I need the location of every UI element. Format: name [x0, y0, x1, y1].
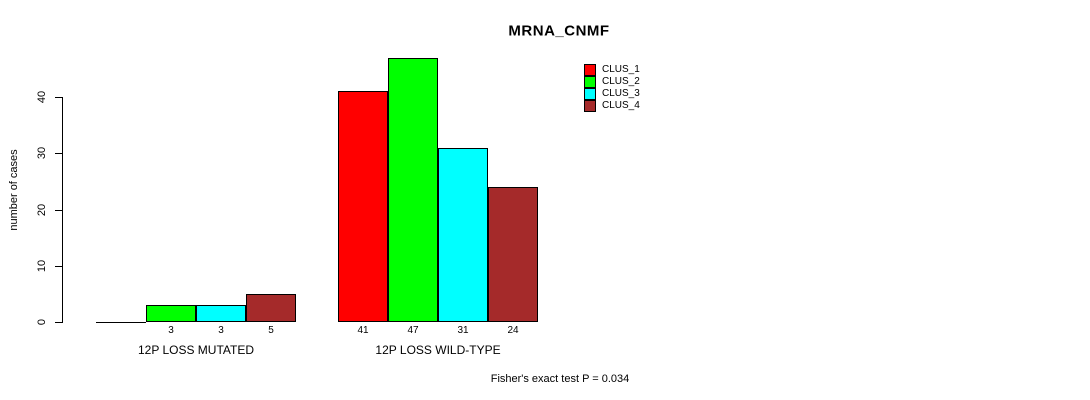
- bar-value-label: 3: [218, 325, 224, 336]
- bar-clus_4-group2: [488, 187, 538, 322]
- bar-value-label: 5: [268, 325, 274, 336]
- y-tick-20: [55, 209, 63, 211]
- bar-value-label: 3: [168, 325, 174, 336]
- legend-item-clus_1: CLUS_1: [584, 64, 640, 76]
- bar-value-label: 31: [457, 325, 469, 336]
- bar-clus_2-group1: [146, 305, 196, 322]
- bar-clus_3-group2: [438, 147, 488, 322]
- y-tick-30: [55, 153, 63, 155]
- legend-swatch-icon: [584, 88, 596, 100]
- legend-item-clus_3: CLUS_3: [584, 88, 640, 100]
- legend-label: CLUS_2: [602, 76, 640, 87]
- legend-swatch-icon: [584, 64, 596, 76]
- legend-label: CLUS_3: [602, 88, 640, 99]
- legend-swatch-icon: [584, 100, 596, 112]
- legend-label: CLUS_4: [602, 100, 640, 111]
- legend-item-clus_4: CLUS_4: [584, 100, 640, 112]
- legend-item-clus_2: CLUS_2: [584, 76, 640, 88]
- bar-value-label: 47: [407, 325, 419, 336]
- bar-clus_1-group1: [96, 322, 146, 323]
- y-tick-10: [55, 265, 63, 267]
- y-tick-label-10: 10: [36, 259, 48, 272]
- y-tick-label-40: 40: [36, 90, 48, 104]
- legend: CLUS_1 CLUS_2 CLUS_3 CLUS_4: [584, 64, 640, 112]
- bar-clus_3-group1: [196, 305, 246, 322]
- bar-clus_2-group2: [388, 57, 438, 322]
- bar-value-label: 24: [507, 325, 519, 336]
- legend-swatch-icon: [584, 76, 596, 88]
- chart-title: MRNA_CNMF: [508, 22, 610, 40]
- y-tick-40: [55, 97, 63, 98]
- group-label-1: 12P LOSS MUTATED: [137, 343, 255, 357]
- y-tick-0: [55, 322, 63, 323]
- bar-value-label: 41: [357, 325, 369, 336]
- y-tick-label-0: 0: [36, 318, 48, 326]
- bar-clus_1-group2: [338, 91, 388, 322]
- y-axis-label: number of cases: [8, 149, 20, 231]
- y-tick-label-30: 30: [36, 147, 48, 160]
- legend-label: CLUS_1: [602, 64, 640, 75]
- group-label-2: 12P LOSS WILD-TYPE: [375, 343, 501, 357]
- bar-clus_4-group1: [246, 293, 296, 322]
- annotation-text: Fisher's exact test P = 0.034: [490, 373, 630, 385]
- y-tick-label-20: 20: [36, 203, 48, 216]
